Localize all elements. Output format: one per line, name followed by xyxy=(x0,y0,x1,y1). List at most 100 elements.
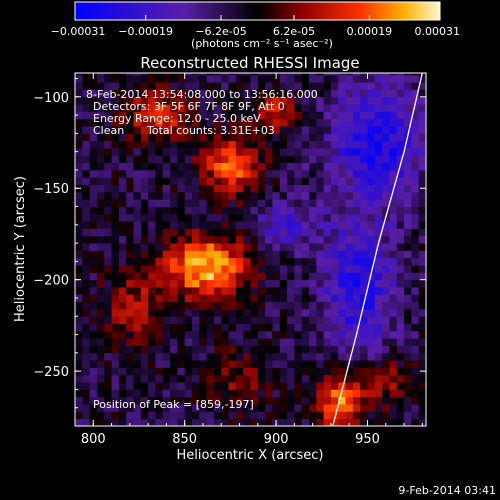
heatmap-cell xyxy=(404,243,412,251)
heatmap-cell xyxy=(162,96,171,105)
heatmap-cell xyxy=(221,147,229,156)
heatmap-cell xyxy=(133,162,142,171)
heatmap-cell xyxy=(360,286,368,295)
heatmap-cell xyxy=(243,338,251,346)
heatmap-cell xyxy=(155,286,164,295)
heatmap-cell xyxy=(75,389,83,398)
heatmap-cell xyxy=(206,82,215,90)
heatmap-cell xyxy=(126,345,134,354)
heatmap-cell xyxy=(309,147,317,156)
heatmap-cell xyxy=(374,82,383,90)
heatmap-cell xyxy=(396,235,405,244)
heatmap-cell xyxy=(323,411,332,420)
heatmap-cell xyxy=(316,301,325,310)
heatmap-cell xyxy=(272,162,281,171)
heatmap-cell xyxy=(96,265,105,273)
heatmap-cell xyxy=(272,301,281,310)
heatmap-cell xyxy=(82,389,91,398)
heatmap-cell xyxy=(184,360,193,368)
heatmap-cell xyxy=(155,338,164,346)
heatmap-cell xyxy=(396,404,405,412)
heatmap-cell xyxy=(206,330,215,339)
heatmap-cell xyxy=(404,96,412,105)
heatmap-cell xyxy=(75,243,83,251)
heatmap-cell xyxy=(140,82,149,90)
heatmap-cell xyxy=(206,184,215,193)
heatmap-cell xyxy=(140,404,149,412)
heatmap-cell xyxy=(316,257,325,266)
heatmap-cell xyxy=(228,73,237,76)
heatmap-cell xyxy=(345,235,354,244)
heatmap-cell xyxy=(192,147,200,156)
heatmap-cell xyxy=(404,206,412,215)
heatmap-cell xyxy=(345,301,354,310)
heatmap-cell xyxy=(389,104,398,112)
heatmap-cell xyxy=(404,272,412,281)
heatmap-cell xyxy=(184,250,193,259)
heatmap-cell xyxy=(155,177,164,185)
heatmap-cell xyxy=(250,147,259,156)
heatmap-cell xyxy=(184,206,193,215)
heatmap-cell xyxy=(294,257,303,266)
heatmap-cell xyxy=(374,155,383,164)
heatmap-cell xyxy=(206,74,215,83)
heatmap-cell xyxy=(243,199,251,207)
heatmap-cell xyxy=(250,265,259,273)
heatmap-cell xyxy=(118,360,127,368)
heatmap-cell xyxy=(89,243,98,251)
heatmap-cell xyxy=(126,382,134,390)
heatmap-cell xyxy=(316,199,325,207)
heatmap-cell xyxy=(287,316,295,324)
heatmap-cell xyxy=(316,352,325,361)
heatmap-cell xyxy=(155,104,164,112)
heatmap-cell xyxy=(418,345,426,354)
heatmap-cell xyxy=(389,140,398,149)
heatmap-cell xyxy=(213,323,222,332)
heatmap-cell xyxy=(250,73,259,76)
heatmap-cell xyxy=(338,118,346,127)
heatmap-cell xyxy=(411,330,420,339)
heatmap-cell xyxy=(257,411,266,420)
heatmap-cell xyxy=(104,294,112,303)
heatmap-cell xyxy=(96,89,105,98)
heatmap-cell xyxy=(257,184,266,193)
heatmap-cell xyxy=(330,111,339,120)
heatmap-cell xyxy=(228,96,237,105)
heatmap-cell xyxy=(287,301,295,310)
heatmap-cell xyxy=(184,374,193,383)
heatmap-cell xyxy=(104,82,112,90)
heatmap-cell xyxy=(404,301,412,310)
heatmap-cell xyxy=(177,265,186,273)
heatmap-cell xyxy=(243,374,251,383)
heatmap-cell xyxy=(133,243,142,251)
heatmap-cell xyxy=(411,301,420,310)
heatmap-cell xyxy=(213,257,222,266)
heatmap-cell xyxy=(287,191,295,200)
heatmap-cell xyxy=(250,316,259,324)
heatmap-cell xyxy=(133,191,142,200)
heatmap-cell xyxy=(126,294,134,303)
heatmap-cell xyxy=(170,206,178,215)
heatmap-cell xyxy=(170,155,178,164)
heatmap-cell xyxy=(213,308,222,317)
heatmap-cell xyxy=(170,404,178,412)
heatmap-cell xyxy=(104,206,112,215)
heatmap-cell xyxy=(206,199,215,207)
heatmap-cell xyxy=(279,389,288,398)
heatmap-cell xyxy=(257,396,266,405)
heatmap-cell xyxy=(418,118,426,127)
heatmap-cell xyxy=(155,404,164,412)
heatmap-cell xyxy=(265,169,273,178)
heatmap-cell xyxy=(118,177,127,185)
heatmap-cell xyxy=(411,96,420,105)
heatmap-cell xyxy=(155,243,164,251)
heatmap-cell xyxy=(82,279,91,288)
heatmap-cell xyxy=(177,257,186,266)
heatmap-cell xyxy=(265,389,273,398)
heatmap-cell xyxy=(404,155,412,164)
heatmap-cell xyxy=(118,265,127,273)
heatmap-cell xyxy=(155,272,164,281)
heatmap-cell xyxy=(389,396,398,405)
heatmap-cell xyxy=(118,191,127,200)
heatmap-cell xyxy=(338,272,346,281)
